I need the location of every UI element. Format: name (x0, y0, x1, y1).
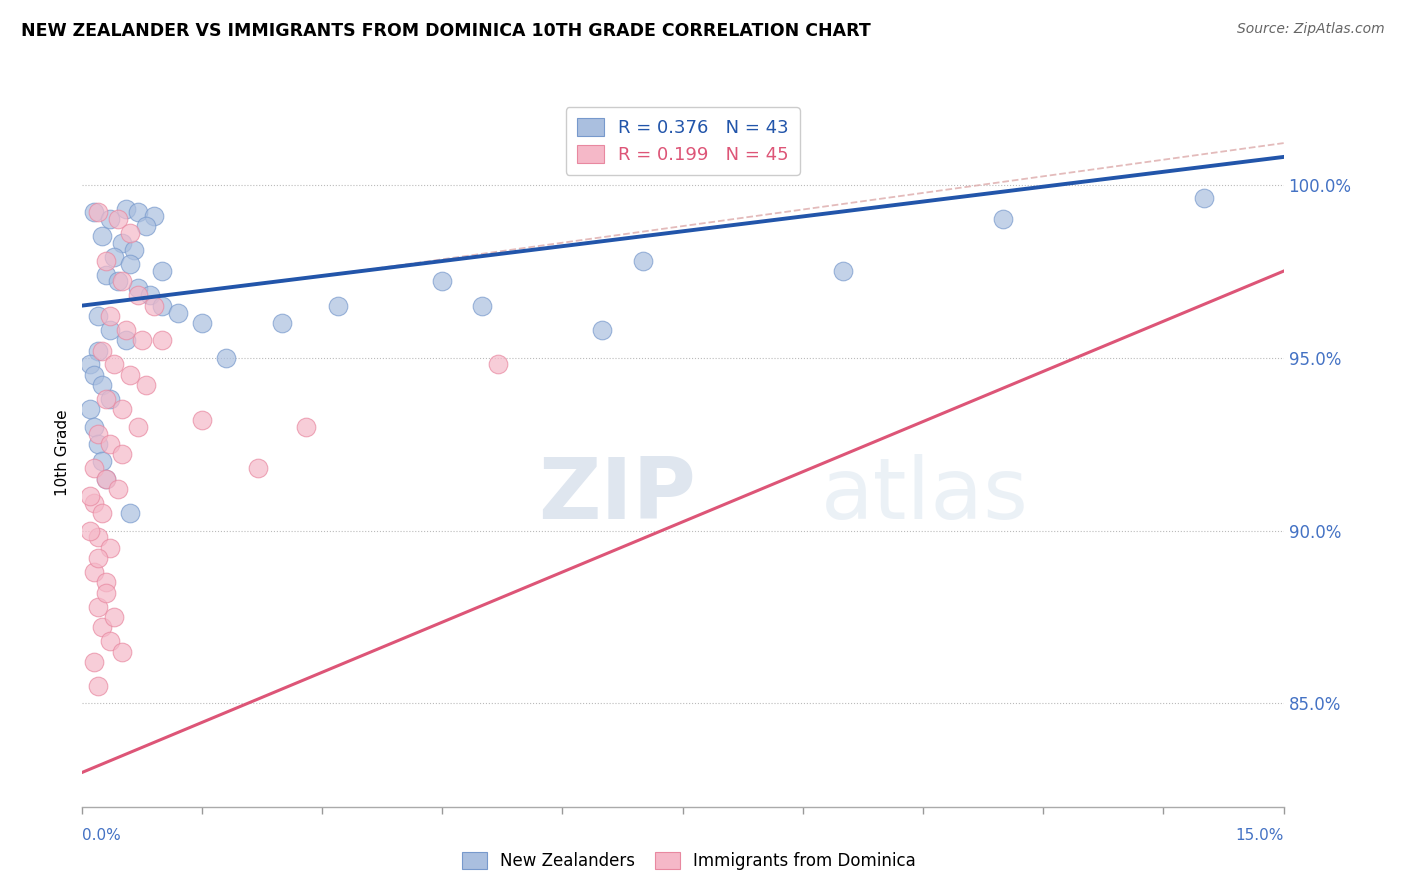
Point (832, 264, 855, 278)
Point (90, 454, 112, 468)
Point (98, 437, 121, 451)
Point (127, 281, 149, 295)
Point (98, 309, 121, 323)
Point (270, 316, 294, 330)
Point (94, 575, 117, 590)
Point (150, 299, 173, 313)
Point (111, 644, 132, 658)
Point (138, 288, 160, 302)
Point (86, 679, 108, 693)
Point (90, 620, 112, 634)
Point (94, 268, 117, 282)
Point (150, 264, 173, 278)
Point (94, 472, 117, 486)
Text: Source: ZipAtlas.com: Source: ZipAtlas.com (1237, 22, 1385, 37)
Legend: New Zealanders, Immigrants from Dominica: New Zealanders, Immigrants from Dominica (456, 845, 922, 877)
Point (142, 299, 165, 313)
Point (246, 461, 269, 475)
Point (127, 419, 149, 434)
Text: 15.0%: 15.0% (1236, 828, 1284, 843)
Point (118, 257, 141, 271)
Point (94, 472, 117, 486)
Point (90, 506, 112, 520)
Point (103, 358, 125, 372)
Point (86, 551, 108, 566)
Point (127, 205, 149, 219)
Point (592, 323, 614, 337)
Point (79, 489, 101, 503)
Point (131, 333, 153, 347)
Point (114, 323, 136, 337)
Point (993, 212, 1015, 227)
Point (142, 209, 165, 223)
Point (79, 402, 101, 417)
Point (107, 275, 129, 289)
Point (83, 205, 105, 219)
Point (98, 392, 121, 406)
Text: NEW ZEALANDER VS IMMIGRANTS FROM DOMINICA 10TH GRADE CORRELATION CHART: NEW ZEALANDER VS IMMIGRANTS FROM DOMINIC… (21, 22, 870, 40)
Point (215, 351, 238, 365)
Point (83, 496, 105, 510)
Point (326, 299, 349, 313)
Point (432, 275, 454, 289)
Point (86, 437, 108, 451)
Text: atlas: atlas (821, 454, 1029, 537)
Point (83, 419, 105, 434)
Point (295, 419, 318, 434)
Point (79, 524, 101, 538)
Point (94, 253, 117, 268)
Legend: R = 0.376   N = 43, R = 0.199   N = 45: R = 0.376 N = 43, R = 0.199 N = 45 (565, 107, 800, 175)
Point (111, 275, 132, 289)
Point (631, 253, 654, 268)
Point (114, 333, 136, 347)
Point (83, 655, 105, 669)
Point (114, 202, 136, 216)
Text: ZIP: ZIP (538, 454, 696, 537)
Point (86, 343, 108, 358)
Point (86, 599, 108, 614)
Point (90, 229, 112, 244)
Point (486, 358, 509, 372)
Point (135, 219, 157, 233)
Point (86, 426, 108, 441)
Point (111, 447, 132, 461)
Point (94, 586, 117, 600)
Point (191, 413, 214, 427)
Point (111, 402, 132, 417)
Point (83, 368, 105, 382)
Point (150, 333, 173, 347)
Point (118, 506, 141, 520)
Point (103, 250, 125, 264)
Y-axis label: 10th Grade: 10th Grade (55, 409, 70, 496)
Point (118, 368, 141, 382)
Point (107, 482, 129, 496)
Point (127, 288, 149, 302)
Point (118, 226, 141, 240)
Point (103, 610, 125, 624)
Point (135, 378, 157, 392)
Point (90, 343, 112, 358)
Point (191, 316, 214, 330)
Point (86, 205, 108, 219)
Text: 0.0%: 0.0% (82, 828, 121, 843)
Point (90, 378, 112, 392)
Point (107, 212, 129, 227)
Point (98, 323, 121, 337)
Point (98, 541, 121, 555)
Point (83, 565, 105, 579)
Point (111, 236, 132, 251)
Point (86, 531, 108, 545)
Point (122, 244, 145, 258)
Point (94, 392, 117, 406)
Point (86, 309, 108, 323)
Point (83, 461, 105, 475)
Point (79, 358, 101, 372)
Point (471, 299, 494, 313)
Point (166, 305, 188, 319)
Point (1192, 191, 1215, 205)
Point (98, 212, 121, 227)
Point (98, 634, 121, 648)
